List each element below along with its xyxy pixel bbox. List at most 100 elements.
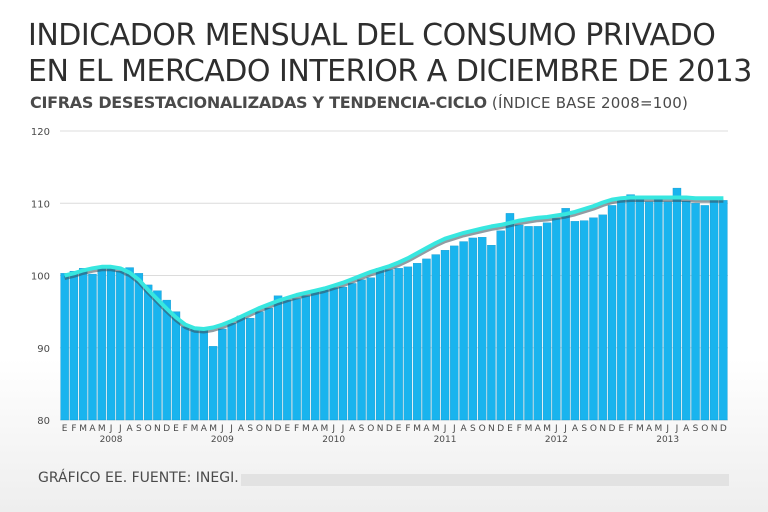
x-tick-label: A bbox=[238, 424, 245, 434]
x-tick-label: A bbox=[126, 424, 133, 434]
bar bbox=[440, 250, 450, 421]
bar bbox=[60, 273, 69, 421]
x-tick-label: J bbox=[452, 424, 456, 434]
x-tick-label: N bbox=[711, 424, 718, 434]
x-tick-label: O bbox=[145, 424, 152, 434]
x-year-label: 2013 bbox=[656, 435, 679, 445]
x-tick-label: S bbox=[693, 424, 699, 434]
chart-title-line2: EN EL MERCADO INTERIOR A DICIEMBRE DE 20… bbox=[28, 54, 752, 89]
bar bbox=[505, 213, 515, 421]
bar bbox=[709, 200, 719, 421]
x-year-label: 2009 bbox=[211, 435, 234, 445]
chart-subtitle: CIFRAS DESESTACIONALIZADAS Y TENDENCIA-C… bbox=[30, 93, 688, 112]
x-tick-label: S bbox=[247, 424, 253, 434]
bar bbox=[366, 277, 375, 421]
bar bbox=[264, 307, 273, 421]
bar bbox=[375, 268, 385, 421]
footer-source: GRÁFICO EE. FUENTE: INEGI. bbox=[38, 470, 239, 486]
x-tick-label: N bbox=[154, 424, 161, 434]
x-tick-label: J bbox=[109, 424, 113, 434]
x-tick-label: S bbox=[470, 424, 476, 434]
x-tick-label: M bbox=[79, 424, 87, 434]
x-tick-label: N bbox=[377, 424, 384, 434]
x-tick-label: A bbox=[423, 424, 430, 434]
bar bbox=[691, 203, 700, 421]
bar bbox=[125, 267, 134, 421]
x-tick-label: O bbox=[590, 424, 597, 434]
bar bbox=[561, 208, 570, 421]
x-year-label: 2011 bbox=[434, 435, 457, 445]
bar bbox=[459, 241, 468, 421]
bar bbox=[682, 200, 691, 421]
bar bbox=[672, 187, 682, 421]
bar bbox=[79, 268, 88, 421]
x-tick-label: D bbox=[275, 424, 282, 434]
x-tick-label: E bbox=[284, 424, 290, 434]
x-tick-label: J bbox=[554, 424, 558, 434]
bar bbox=[171, 311, 181, 421]
x-tick-label: M bbox=[636, 424, 644, 434]
bar bbox=[431, 254, 440, 421]
x-tick-label: M bbox=[543, 424, 551, 434]
footer-bar bbox=[241, 474, 729, 486]
bar bbox=[496, 230, 505, 421]
bar bbox=[218, 328, 227, 421]
chart-title-line1: INDICADOR MENSUAL DEL CONSUMO PRIVADO bbox=[28, 18, 716, 53]
x-tick-label: J bbox=[341, 424, 345, 434]
x-tick-label: J bbox=[563, 424, 567, 434]
bar bbox=[116, 271, 125, 421]
x-tick-label: J bbox=[220, 424, 224, 434]
bar bbox=[700, 205, 709, 421]
x-tick-label: M bbox=[413, 424, 421, 434]
bar bbox=[403, 266, 413, 421]
x-tick-label: M bbox=[209, 424, 217, 434]
x-tick-label: F bbox=[405, 424, 410, 434]
x-tick-label: N bbox=[265, 424, 272, 434]
bar bbox=[190, 328, 199, 421]
bar bbox=[162, 299, 171, 421]
bar bbox=[88, 273, 97, 421]
x-year-label: 2012 bbox=[545, 435, 568, 445]
bar bbox=[348, 283, 357, 421]
x-tick-label: J bbox=[675, 424, 679, 434]
bar bbox=[255, 311, 264, 421]
bar bbox=[283, 299, 292, 421]
x-tick-label: A bbox=[312, 424, 319, 434]
chart-subtitle-main: CIFRAS DESESTACIONALIZADAS Y TENDENCIA-C… bbox=[30, 93, 487, 112]
x-tick-label: F bbox=[294, 424, 299, 434]
x-tick-label: A bbox=[89, 424, 96, 434]
bar bbox=[69, 271, 79, 421]
x-tick-label: D bbox=[386, 424, 393, 434]
bar bbox=[357, 279, 366, 421]
x-tick-label: N bbox=[488, 424, 495, 434]
bar bbox=[487, 245, 496, 421]
bar bbox=[589, 217, 598, 421]
bar bbox=[626, 194, 635, 421]
bar bbox=[394, 268, 403, 421]
x-tick-label: O bbox=[479, 424, 486, 434]
x-tick-label: M bbox=[321, 424, 329, 434]
x-tick-label: F bbox=[71, 424, 76, 434]
bar bbox=[329, 287, 338, 421]
bar bbox=[310, 289, 320, 421]
x-tick-label: M bbox=[191, 424, 199, 434]
trend-line bbox=[64, 195, 724, 331]
bar bbox=[385, 269, 394, 421]
x-tick-label: F bbox=[517, 424, 522, 434]
x-tick-label: E bbox=[507, 424, 513, 434]
bar bbox=[607, 205, 617, 421]
x-tick-label: O bbox=[701, 424, 708, 434]
x-tick-label: A bbox=[646, 424, 653, 434]
x-tick-label: F bbox=[628, 424, 633, 434]
bar bbox=[644, 201, 654, 421]
x-tick-label: M bbox=[432, 424, 440, 434]
y-tick-label: 100 bbox=[31, 272, 50, 283]
bar bbox=[227, 323, 236, 421]
x-tick-label: M bbox=[525, 424, 533, 434]
bar bbox=[97, 268, 106, 421]
x-tick-label: M bbox=[302, 424, 310, 434]
bar bbox=[199, 329, 208, 421]
x-year-label: 2008 bbox=[100, 435, 123, 445]
y-tick-label: 80 bbox=[37, 416, 50, 427]
x-tick-label: D bbox=[163, 424, 170, 434]
